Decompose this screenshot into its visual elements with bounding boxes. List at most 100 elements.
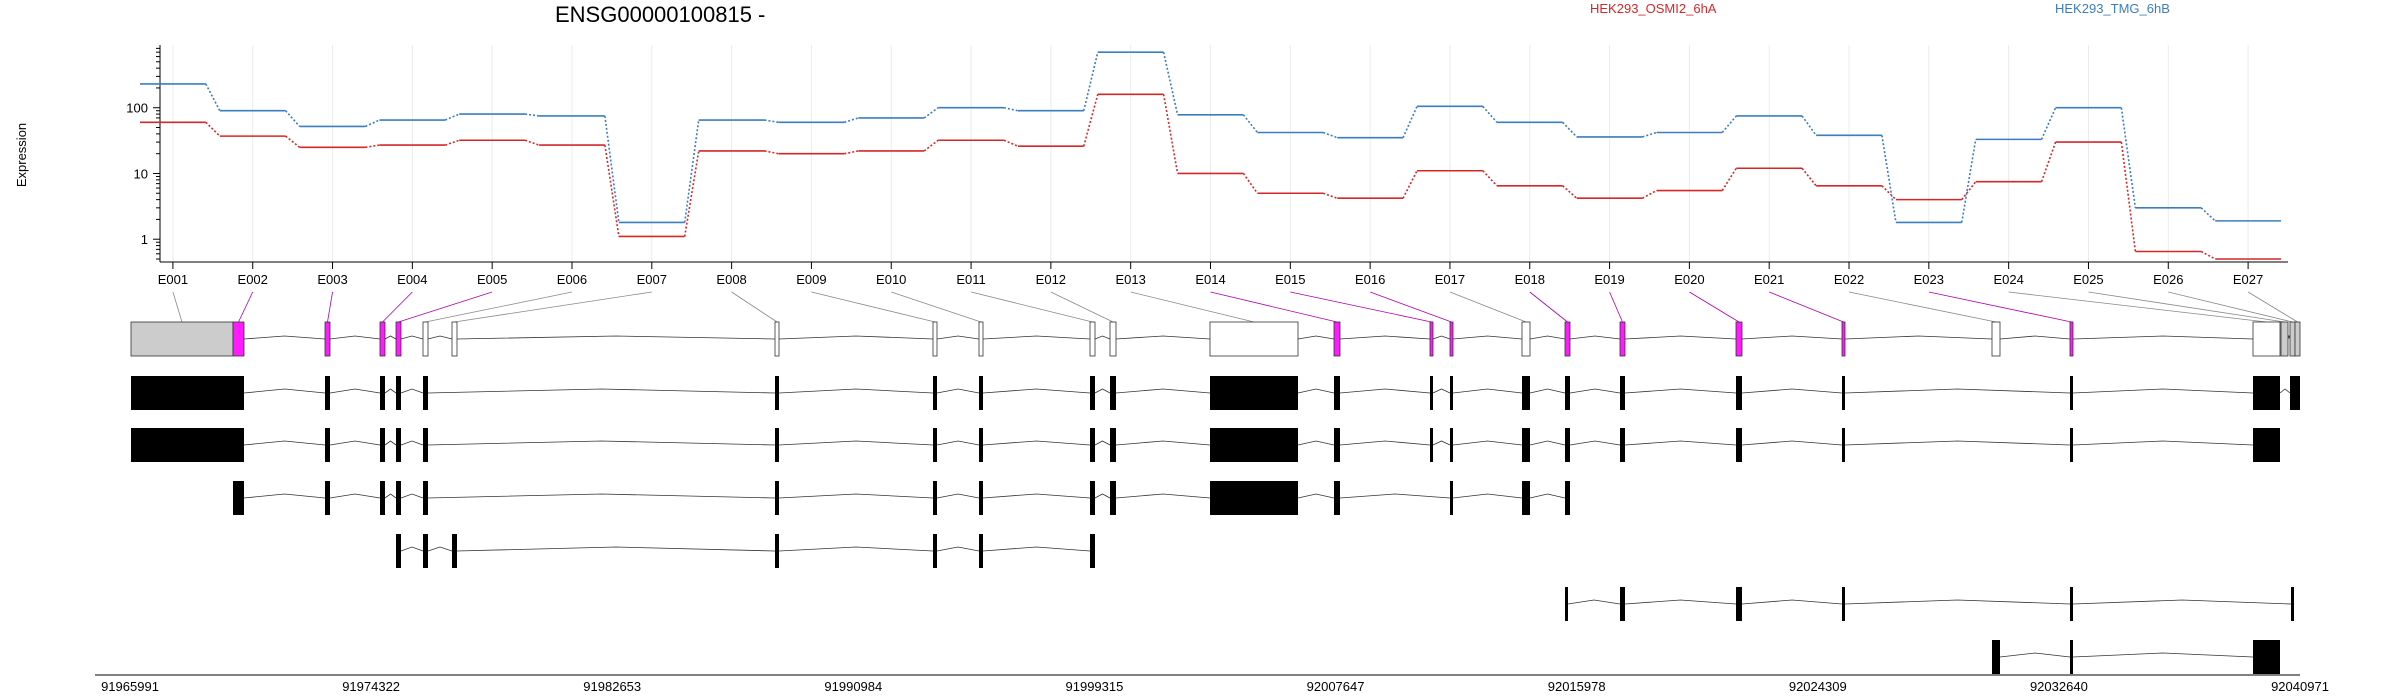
transcript-4-exon-1: [396, 534, 401, 568]
transcript-3-intron-14: [1529, 493, 1566, 499]
transcript-2-exon-4: [396, 428, 401, 462]
transcript-3-exon-2: [325, 481, 330, 515]
series-2-step-22: [1881, 135, 1897, 223]
transcript-6-exon-2: [2070, 640, 2073, 674]
connector-E015: [1290, 291, 1432, 323]
transcript-2-exon-7: [933, 428, 937, 462]
transcript-3-exon-3: [380, 481, 385, 515]
connector-E021: [1769, 291, 1844, 323]
model-intron-2: [243, 335, 326, 340]
transcript-4-intron-2: [427, 546, 453, 552]
series-2-step-14: [1242, 114, 1259, 133]
model-intron-14: [1339, 335, 1431, 340]
x-tick-label-E025: E025: [2073, 272, 2103, 287]
x-tick-label-E011: E011: [956, 272, 985, 287]
transcript-1-exon-11: [1210, 376, 1298, 410]
transcript-5: [1565, 587, 2294, 621]
series-2-step-19: [1642, 131, 1657, 138]
series-1-step-18: [1562, 185, 1578, 199]
x-tick-label-E009: E009: [796, 272, 826, 287]
y-tick-label-2: 100: [126, 101, 148, 116]
x-tick-label-E022: E022: [1834, 272, 1864, 287]
connector-E020: [1689, 291, 1740, 323]
transcript-3-exon-13: [1450, 481, 1453, 515]
transcript-3-exon-15: [1565, 481, 1570, 515]
model-exon-E010: [978, 321, 984, 357]
series-2-step-5: [524, 113, 540, 117]
genomic-tick-label-3: 91990984: [824, 679, 882, 694]
transcript-2-exon-21: [2253, 428, 2280, 462]
transcript-1-exon-22: [2290, 376, 2300, 410]
x-tick-label-E023: E023: [1914, 272, 1944, 287]
series-1-step-1: [205, 121, 221, 137]
transcript-3-exon-11: [1210, 481, 1298, 515]
transcript-1-exon-21: [2253, 376, 2280, 410]
transcript-1-exon-4: [396, 376, 401, 410]
connector-E004: [382, 291, 413, 323]
transcript-3-exon-9: [1090, 481, 1095, 515]
transcript-2-intron-17: [1624, 440, 1737, 446]
model-intron-16: [1452, 335, 1523, 340]
transcript-2-intron-2: [329, 440, 381, 446]
transcript-1-exon-19: [1842, 376, 1845, 410]
transcript-5-intron-2: [1624, 599, 1737, 605]
transcript-1-exon-12: [1334, 376, 1340, 410]
series-2-step-20: [1721, 115, 1737, 134]
series-1-step-7: [683, 150, 700, 237]
transcript-2-intron-20: [2072, 440, 2254, 446]
legend-entry-series-2: HEK293_TMG_6hB: [2055, 1, 2170, 16]
x-tick-label-E027: E027: [2233, 272, 2263, 287]
model-exon-E016: [1449, 321, 1454, 357]
transcript-1-exon-8: [979, 376, 983, 410]
transcript-5-exon-1: [1565, 587, 1568, 621]
transcript-4-intron-1: [400, 546, 424, 552]
series-1-step-15: [1322, 192, 1338, 199]
series-2-step-7: [683, 119, 700, 223]
transcript-1-intron-13: [1432, 388, 1451, 394]
transcript-3-exon-5: [423, 481, 428, 515]
transcript-2-intron-11: [1297, 440, 1335, 446]
transcript-2-intron-10: [1115, 440, 1211, 446]
chart-title: ENSG00000100815 -: [555, 2, 765, 27]
transcript-2-intron-3: [384, 440, 397, 446]
transcript-3-intron-3: [384, 493, 397, 499]
transcript-5-intron-3: [1741, 599, 1843, 605]
y-axis: 1 10 100: [126, 45, 161, 262]
model-intron-8: [778, 335, 934, 340]
transcript-4-exon-6: [979, 534, 983, 568]
exon-model-track: [130, 321, 2301, 357]
series-1-step-11: [1003, 139, 1019, 147]
x-tick-label-E019: E019: [1594, 272, 1624, 287]
series-1-step-4: [444, 139, 460, 146]
transcript-2-intron-16: [1569, 440, 1621, 446]
series-2-step-10: [923, 107, 939, 119]
transcript-3-intron-6: [778, 493, 934, 499]
transcript-2-intron-7: [936, 440, 980, 446]
transcript-1-exon-7: [933, 376, 937, 410]
series-1-step-12: [1083, 94, 1099, 147]
x-tick-label-E020: E020: [1674, 272, 1704, 287]
x-tick-label-E010: E010: [876, 272, 906, 287]
model-intron-3: [329, 335, 381, 340]
transcript-5-exon-2: [1620, 587, 1625, 621]
x-tick-label-E006: E006: [557, 272, 587, 287]
transcript-5-exon-5: [2070, 587, 2073, 621]
model-intron-23: [2072, 335, 2254, 340]
transcript-1-exon-14: [1450, 376, 1453, 410]
transcript-4-exon-2: [423, 534, 428, 568]
transcript-1-exon-18: [1736, 376, 1742, 410]
connector-E026: [2168, 291, 2293, 323]
series-2-step-24: [2040, 107, 2057, 140]
transcript-5-exon-4: [1842, 587, 1845, 621]
transcript-3-exon-12: [1334, 481, 1340, 515]
transcript-6-exon-1: [1992, 640, 2000, 674]
series-1-step-6: [604, 144, 620, 237]
series-1-step-13: [1162, 94, 1179, 174]
x-tick-label-E001: E001: [158, 272, 188, 287]
model-intron-12: [1115, 335, 1211, 340]
transcript-3-intron-12: [1339, 493, 1451, 499]
transcript-2-exon-12: [1334, 428, 1340, 462]
transcript-2-exon-16: [1565, 428, 1570, 462]
transcript-2-exon-20: [2070, 428, 2073, 462]
transcript-2-exon-11: [1210, 428, 1298, 462]
